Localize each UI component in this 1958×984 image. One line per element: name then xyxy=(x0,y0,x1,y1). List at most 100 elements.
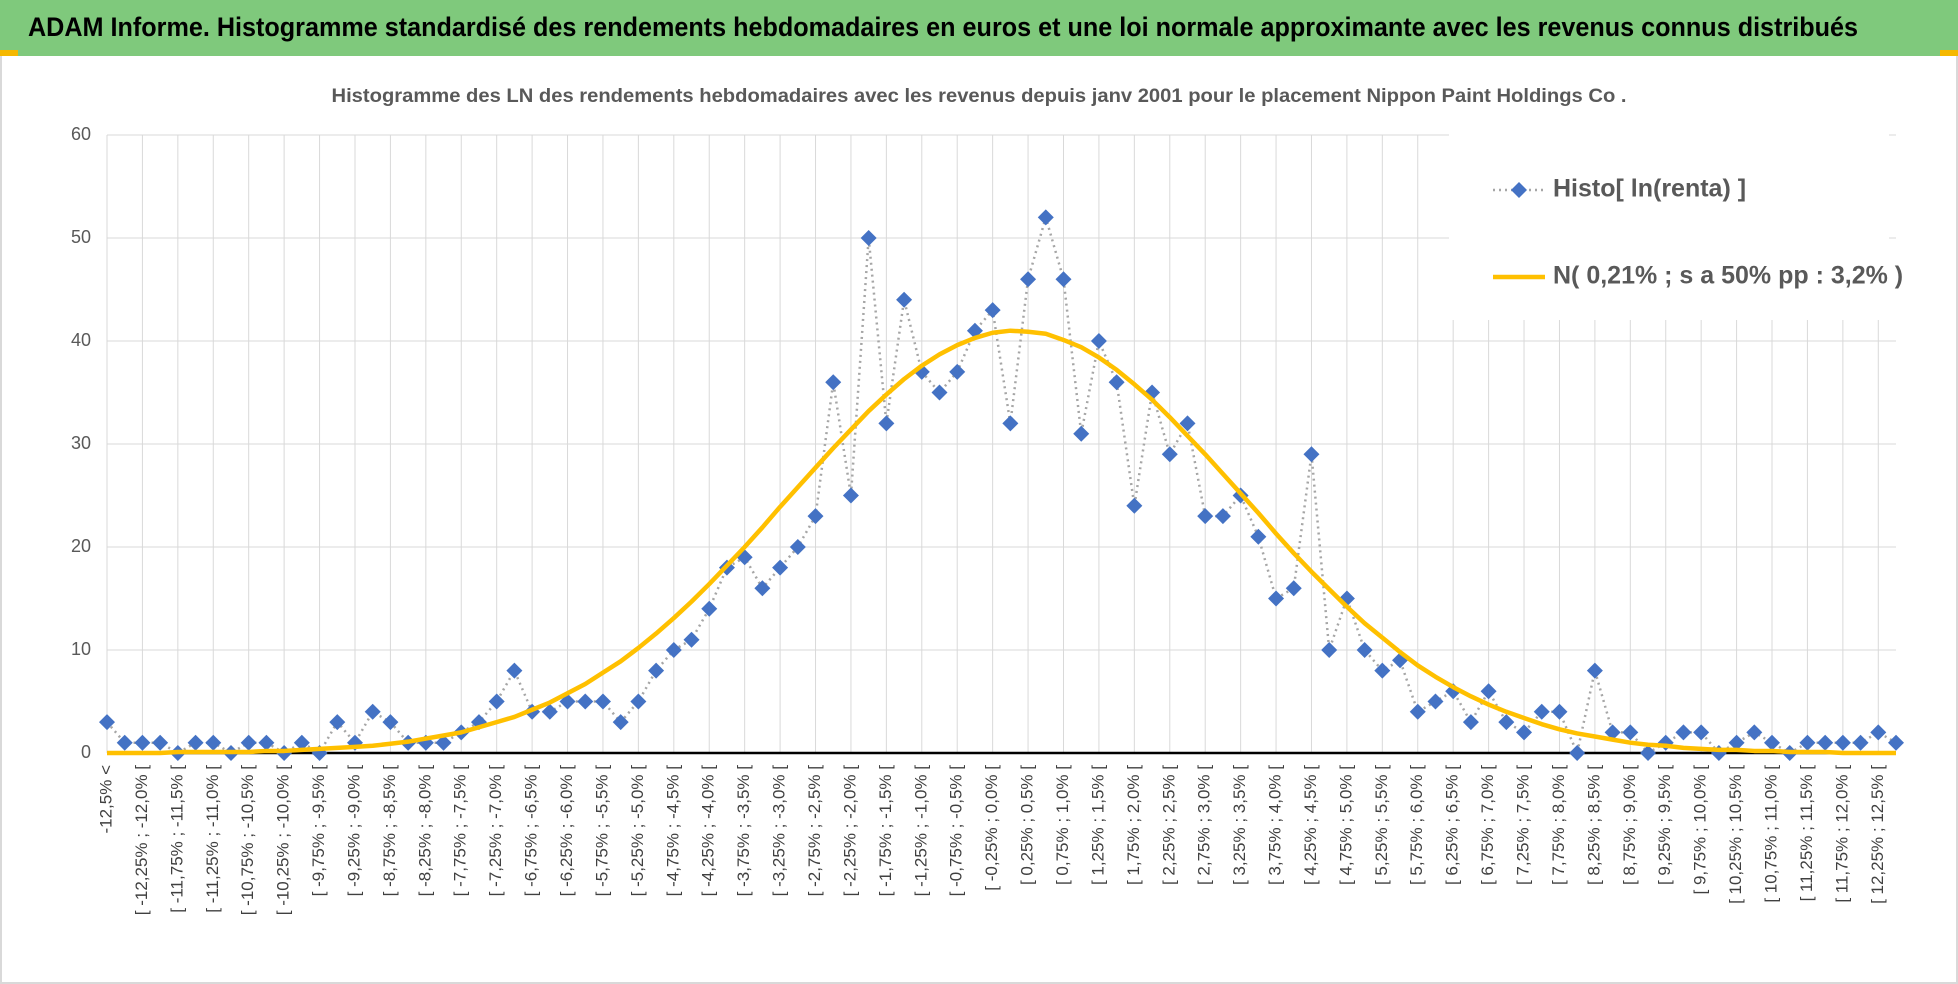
legend-box xyxy=(1449,130,1889,320)
marker xyxy=(116,734,133,751)
corner xyxy=(0,50,18,56)
page-title: ADAM Informe. Histogramme standardisé de… xyxy=(28,12,1858,42)
marker xyxy=(152,734,169,751)
marker xyxy=(1462,714,1479,731)
x-tick-label: [ 7,25% ; 7,5% [ xyxy=(1514,765,1533,885)
marker xyxy=(1303,446,1320,463)
marker xyxy=(99,714,115,731)
marker xyxy=(329,714,346,731)
x-tick-label: [ -4,25% ; -4,0% [ xyxy=(699,765,718,897)
x-tick-label: [ -2,25% ; -2,0% [ xyxy=(840,765,859,897)
marker xyxy=(1817,734,1834,751)
marker xyxy=(293,734,310,751)
x-tick-label: [ -10,25% ; -10,0% [ xyxy=(274,765,293,916)
marker xyxy=(878,415,895,432)
x-tick-label: [ -9,25% ; -9,0% [ xyxy=(344,765,363,897)
y-tick-label: 0 xyxy=(81,742,91,762)
y-tick-label: 50 xyxy=(71,227,91,247)
marker xyxy=(1586,662,1603,679)
x-tick-label: [ -0,25% ; 0,0% [ xyxy=(982,765,1001,891)
x-tick-label: [ 2,75% ; 3,0% [ xyxy=(1195,765,1214,885)
marker xyxy=(1197,508,1214,525)
marker xyxy=(1055,271,1072,288)
marker xyxy=(488,693,505,710)
x-tick-label: [ -8,75% ; -8,5% [ xyxy=(380,765,399,897)
marker xyxy=(1675,724,1692,741)
marker xyxy=(1511,182,1527,198)
x-tick-label: [ 3,25% ; 3,5% [ xyxy=(1230,765,1249,885)
marker xyxy=(1764,734,1781,751)
x-tick-label: [ -11,75% ; -11,5% [ xyxy=(167,765,186,913)
x-tick-label: [ -12,25% ; -12,0% [ xyxy=(132,765,151,916)
x-tick-label: [ -10,75% ; -10,5% [ xyxy=(238,765,257,916)
marker xyxy=(648,662,665,679)
marker xyxy=(1285,580,1302,597)
marker xyxy=(506,662,523,679)
header-bar xyxy=(0,0,1958,56)
legend-label: Histo[ ln(renta) ] xyxy=(1553,175,1746,203)
marker xyxy=(1870,724,1887,741)
x-tick-label: [ -0,75% ; -0,5% [ xyxy=(947,765,966,897)
marker xyxy=(1073,425,1090,442)
x-tick-label: [ -7,25% ; -7,0% [ xyxy=(486,765,505,897)
x-tick-label: [ 3,75% ; 4,0% [ xyxy=(1266,765,1285,885)
marker xyxy=(1179,415,1196,432)
x-tick-label: [ 4,75% ; 5,0% [ xyxy=(1336,765,1355,885)
x-tick-label: [ 8,25% ; 8,5% [ xyxy=(1584,765,1603,885)
marker xyxy=(665,642,682,658)
x-tick-label: [ -5,25% ; -5,0% [ xyxy=(628,765,647,897)
x-tick-label: [ -6,75% ; -6,5% [ xyxy=(522,765,541,897)
marker xyxy=(1799,734,1816,751)
x-tick-label: [ 4,25% ; 4,5% [ xyxy=(1301,765,1320,885)
marker xyxy=(931,384,948,401)
x-tick-label: [ 9,75% ; 10,0% [ xyxy=(1691,765,1710,895)
marker xyxy=(949,363,966,380)
marker xyxy=(577,693,594,710)
corner xyxy=(1940,50,1958,56)
marker xyxy=(1693,724,1710,741)
marker xyxy=(896,291,913,308)
x-tick-label: [ -1,25% ; -1,0% [ xyxy=(911,765,930,897)
marker xyxy=(1108,374,1125,391)
marker xyxy=(382,714,399,731)
x-tick-label: [ -2,75% ; -2,5% [ xyxy=(805,765,824,897)
marker xyxy=(683,631,700,648)
marker xyxy=(1746,724,1763,741)
marker xyxy=(1622,724,1639,741)
marker xyxy=(1728,734,1745,751)
x-tick-label: [ 7,75% ; 8,0% [ xyxy=(1549,765,1568,885)
marker xyxy=(1090,333,1107,349)
marker xyxy=(240,734,257,751)
marker xyxy=(1604,724,1621,741)
marker xyxy=(1480,683,1497,700)
marker xyxy=(1214,508,1231,525)
marker xyxy=(1427,693,1444,710)
marker xyxy=(205,734,222,751)
marker xyxy=(842,487,859,504)
marker xyxy=(984,302,1001,319)
series-line xyxy=(107,328,1896,756)
x-tick-label: [ 11,75% ; 12,0% [ xyxy=(1832,765,1851,903)
marker xyxy=(1569,745,1586,761)
marker xyxy=(630,693,647,710)
marker xyxy=(1852,734,1869,751)
marker xyxy=(1020,271,1037,288)
x-tick-label: [ 6,25% ; 6,5% [ xyxy=(1443,765,1462,885)
marker xyxy=(435,734,452,751)
marker xyxy=(541,703,558,720)
x-tick-label: [ 5,25% ; 5,5% [ xyxy=(1372,765,1391,885)
marker xyxy=(825,374,842,391)
marker xyxy=(772,559,789,576)
marker xyxy=(1533,703,1550,720)
marker xyxy=(134,734,151,751)
y-tick-label: 30 xyxy=(71,433,91,453)
marker xyxy=(1321,642,1338,658)
x-tick-label: [ -9,75% ; -9,5% [ xyxy=(309,765,328,897)
y-tick-label: 40 xyxy=(71,330,91,350)
x-tick-label: [ 9,25% ; 9,5% [ xyxy=(1655,765,1674,885)
x-tick-label: [ 11,25% ; 11,5% [ xyxy=(1797,765,1816,902)
x-tick-label: [ 10,25% ; 10,5% [ xyxy=(1726,765,1745,904)
marker xyxy=(1126,497,1143,514)
marker xyxy=(1409,703,1426,720)
